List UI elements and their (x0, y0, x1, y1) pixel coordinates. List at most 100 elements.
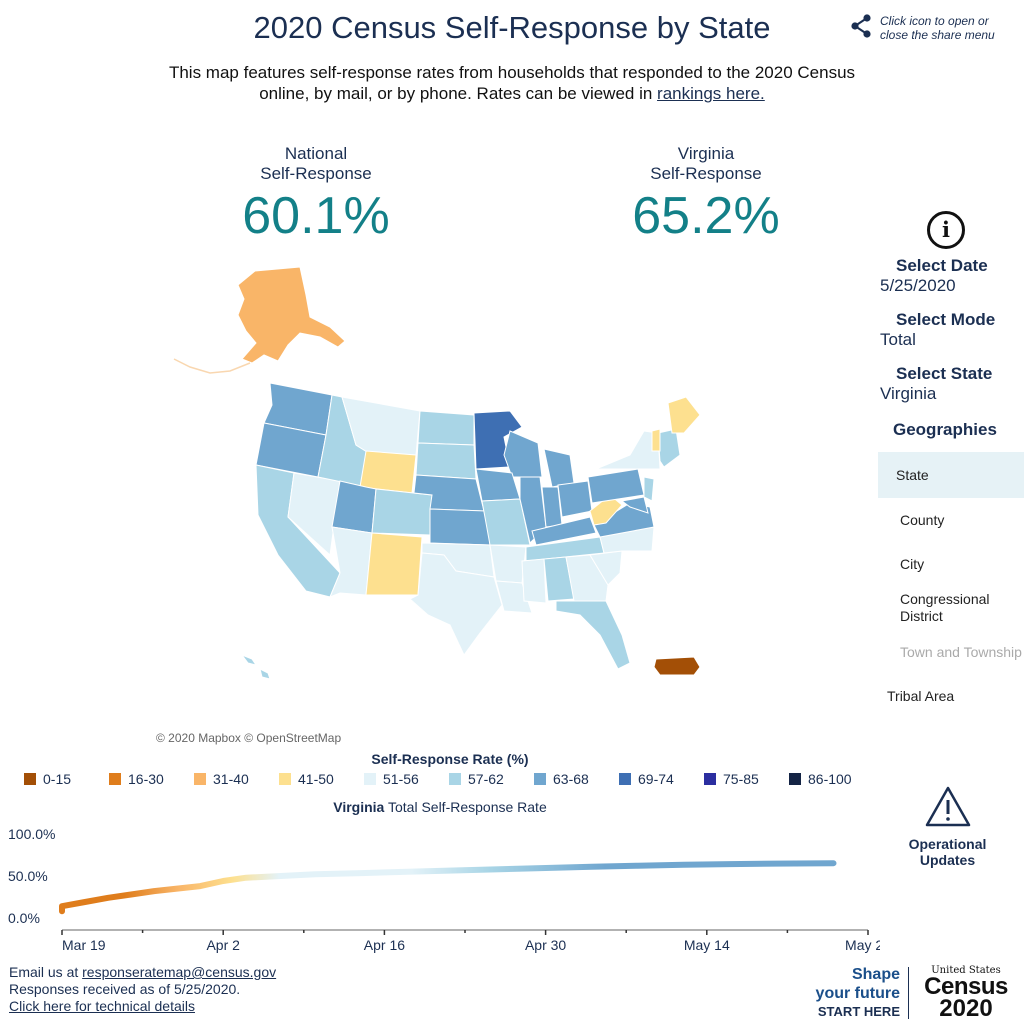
x-tick-label: Apr 16 (364, 937, 405, 953)
legend-label: 57-62 (468, 771, 504, 787)
state-new-york[interactable] (595, 430, 661, 470)
legend-swatch (24, 773, 36, 785)
state-kentucky[interactable] (531, 516, 597, 546)
state-vermont[interactable] (651, 428, 661, 452)
state-utah[interactable] (331, 480, 377, 534)
legend-label: 31-40 (213, 771, 249, 787)
select-state-label: Select State (896, 364, 993, 383)
share-button[interactable]: Click icon to open or close the share me… (850, 14, 1010, 42)
subtitle-text: This map features self-response rates fr… (168, 63, 856, 103)
state-new-jersey[interactable] (643, 476, 655, 502)
legend-item: 41-50 (279, 771, 364, 787)
choropleth-map[interactable] (160, 255, 860, 725)
share-hint: Click icon to open or close the share me… (880, 14, 995, 42)
state-new-england[interactable] (657, 428, 681, 468)
legend-label: 75-85 (723, 771, 759, 787)
state-mississippi[interactable] (521, 558, 547, 604)
state-colorado[interactable] (371, 488, 433, 536)
state-alaska[interactable] (237, 266, 346, 364)
geo-item-congressional-district[interactable]: Congressional District (900, 591, 990, 624)
national-label-line2: Self-Response (260, 164, 372, 183)
state-value: 65.2% (632, 187, 780, 245)
logo-census: Census (924, 973, 1008, 1000)
state-missouri[interactable] (481, 498, 531, 546)
geo-item-state[interactable]: State (878, 452, 1024, 498)
trend-series-line (59, 860, 837, 915)
sidebar-controls: Select Date 5/25/2020 Select Mode Total … (866, 256, 1024, 718)
geo-item-tribal-area[interactable]: Tribal Area (887, 687, 955, 704)
national-value: 60.1% (242, 187, 390, 245)
legend-item: 69-74 (619, 771, 704, 787)
state-south-dakota[interactable] (415, 442, 477, 480)
select-mode-control[interactable]: Select Mode Total (866, 310, 1024, 350)
legend-swatch (789, 773, 801, 785)
warning-icon[interactable] (924, 785, 972, 829)
legend-item: 63-68 (534, 771, 619, 787)
footer-received: Responses received as of 5/25/2020. (9, 981, 241, 997)
state-texas[interactable] (409, 552, 503, 656)
state-virginia[interactable] (593, 502, 655, 538)
legend: 0-15 16-30 31-40 41-50 51-56 57-62 63-68 69-74 7… (24, 771, 874, 787)
select-mode-value[interactable]: Total (880, 330, 916, 349)
legend-label: 0-15 (43, 771, 72, 787)
operational-updates-button[interactable]: Operational Updates (900, 785, 995, 868)
logo-tagline: Shape your future START HERE > (808, 965, 900, 1024)
legend-item: 16-30 (109, 771, 194, 787)
state-label-line1: Virginia (677, 144, 735, 163)
x-tick-label: Mar 19 (62, 937, 106, 953)
state-label-line2: Self-Response (650, 164, 762, 183)
email-link[interactable]: responseratemap@census.gov (82, 964, 277, 980)
geo-item-county[interactable]: County (900, 511, 945, 528)
technical-details-link[interactable]: Click here for technical details (9, 998, 195, 1014)
state-maryland[interactable] (620, 496, 649, 514)
geo-item-city[interactable]: City (900, 555, 925, 572)
select-date-value[interactable]: 5/25/2020 (880, 276, 956, 295)
legend-title: Self-Response Rate (%) (371, 751, 529, 767)
legend-swatch (194, 773, 206, 785)
census-logo[interactable]: Shape your future START HERE > United St… (808, 965, 1018, 1024)
legend-label: 16-30 (128, 771, 164, 787)
state-north-dakota[interactable] (417, 410, 475, 446)
national-label-line1: National (284, 144, 348, 163)
select-mode-label: Select Mode (896, 310, 996, 329)
logo-wordmark: United States Census 2020 (916, 965, 1016, 1021)
logo-line3: START HERE > (817, 1004, 900, 1024)
state-arkansas[interactable] (489, 544, 527, 584)
state-wisconsin[interactable] (503, 430, 543, 478)
state-michigan[interactable] (543, 448, 575, 488)
state-maine[interactable] (667, 396, 701, 434)
legend-swatch (619, 773, 631, 785)
rankings-link[interactable]: rankings here. (657, 84, 765, 103)
state-florida[interactable] (555, 600, 631, 670)
state-georgia[interactable] (565, 554, 609, 602)
legend-item: 57-62 (449, 771, 534, 787)
state-wyoming[interactable] (359, 450, 417, 494)
state-ohio[interactable] (557, 480, 593, 518)
legend-label: 69-74 (638, 771, 674, 787)
legend-swatch (449, 773, 461, 785)
footer-email-prefix: Email us at (9, 964, 83, 980)
legend-swatch (364, 773, 376, 785)
info-icon[interactable]: i (942, 217, 950, 242)
x-tick-label: May 28 (845, 937, 880, 953)
share-icon[interactable] (850, 14, 872, 38)
puerto-rico[interactable] (653, 656, 701, 676)
legend-item: 86-100 (789, 771, 874, 787)
legend-item: 31-40 (194, 771, 279, 787)
select-state-value[interactable]: Virginia (880, 384, 937, 403)
logo-divider (908, 967, 909, 1019)
operational-updates-label: Operational Updates (908, 836, 987, 868)
info-button[interactable]: i (927, 211, 965, 249)
state-new-mexico[interactable] (365, 532, 423, 596)
state-kansas[interactable] (429, 508, 491, 546)
select-state-control[interactable]: Select State Virginia (866, 364, 1024, 404)
map-credit: © 2020 Mapbox © OpenStreetMap (156, 731, 342, 745)
alaska-chain (173, 358, 251, 374)
geo-item-town-and-township: Town and Township (900, 643, 1022, 660)
y-tick-label: 0.0% (8, 910, 40, 926)
state-hawaii[interactable] (240, 653, 271, 680)
select-date-control[interactable]: Select Date 5/25/2020 (866, 256, 1024, 296)
state-pennsylvania[interactable] (587, 468, 645, 504)
state-arizona[interactable] (329, 526, 373, 598)
x-tick-label: Apr 2 (206, 937, 240, 953)
